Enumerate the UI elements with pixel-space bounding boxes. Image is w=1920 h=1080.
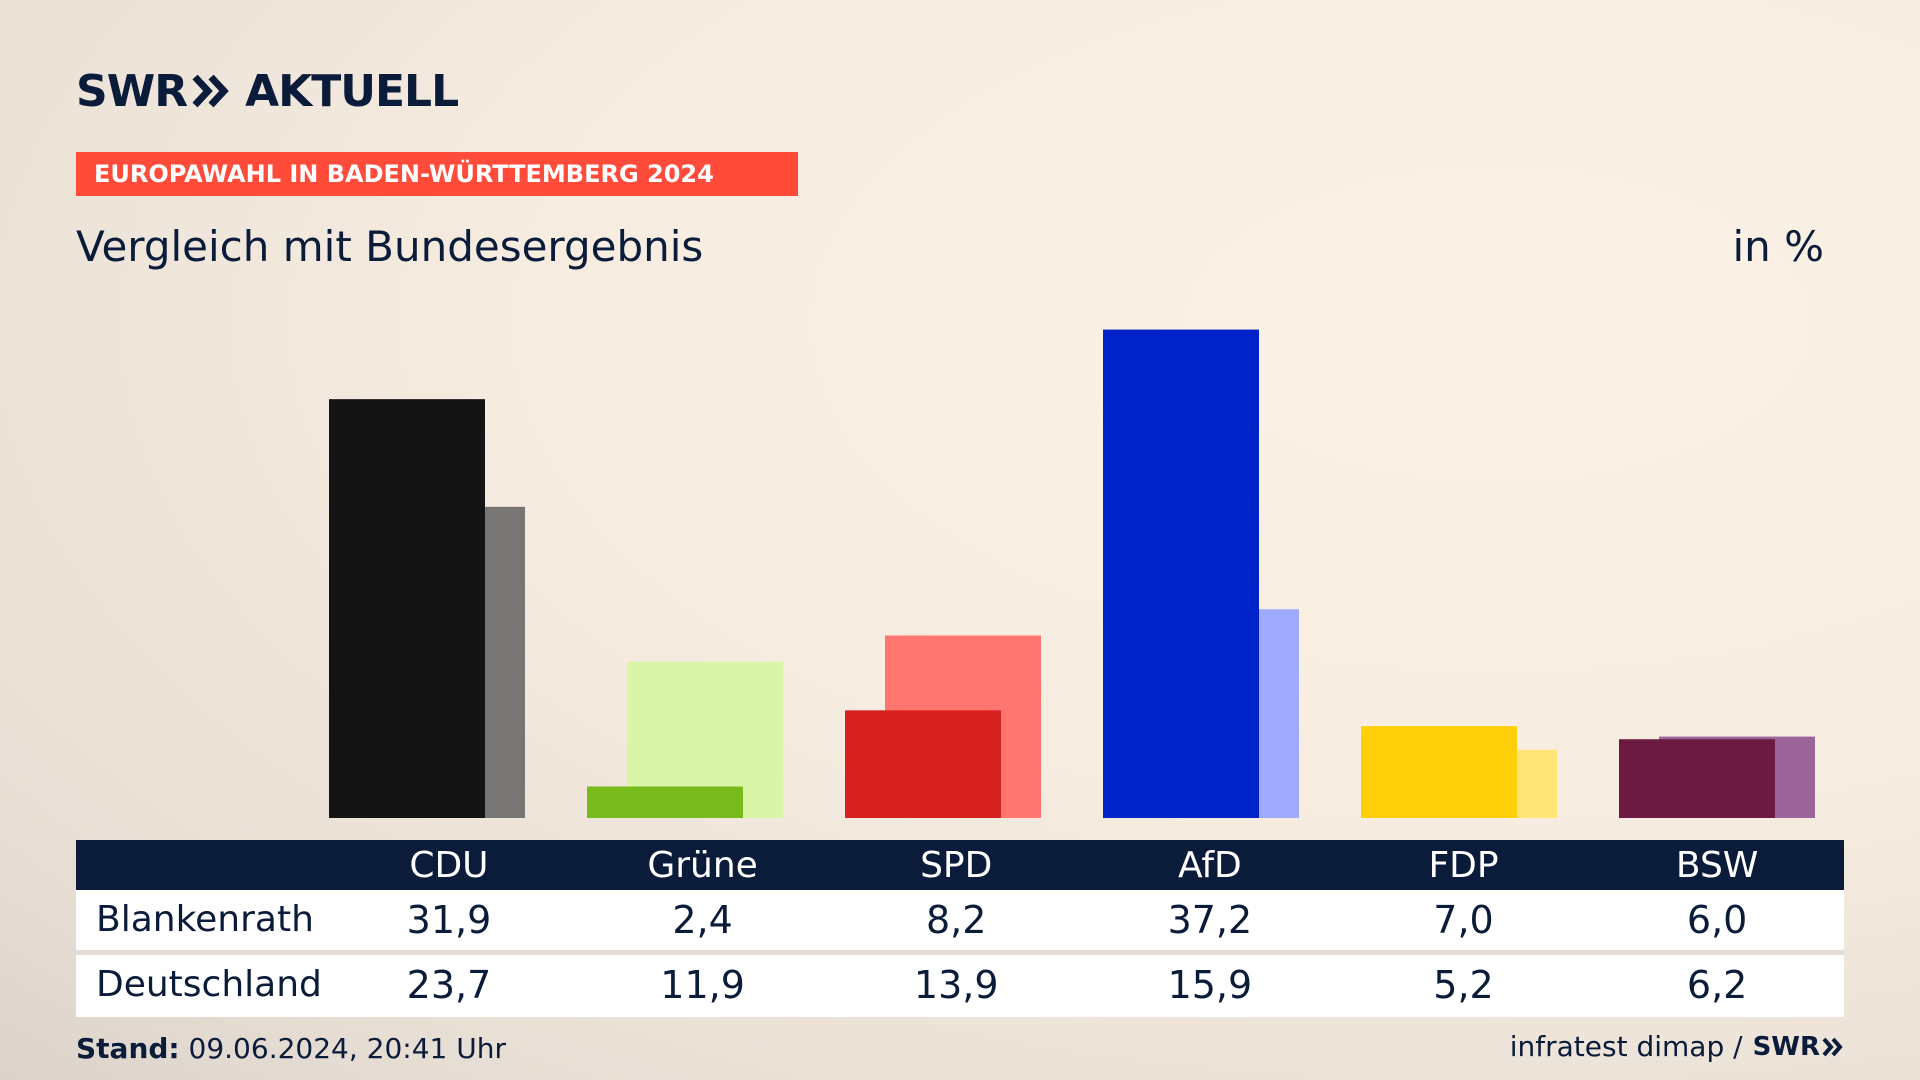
source-logo-text: SWR <box>1752 1031 1820 1062</box>
party-fdp: FDP <box>1428 845 1499 886</box>
party-gruene: Grüne <box>647 845 758 886</box>
bar-blankenrath-fdp <box>1361 726 1517 818</box>
row-label-deutschland: Deutschland <box>96 964 322 1005</box>
bar-blankenrath-spd <box>845 710 1001 818</box>
value-deutschland-afd: 15,9 <box>1167 963 1253 1007</box>
logo-swr-text: SWR <box>76 65 188 117</box>
source-logo: SWR <box>1753 1032 1844 1062</box>
table-row-deutschland: Deutschland 23,7 11,9 13,9 15,9 5,2 6,2 <box>76 955 1844 1017</box>
double-chevron-icon <box>1822 1037 1843 1056</box>
election-label: EUROPAWAHL IN BADEN-WÜRTTEMBERG 2024 <box>76 152 798 196</box>
party-spd: SPD <box>920 845 993 886</box>
value-deutschland-cdu: 23,7 <box>406 963 492 1007</box>
swr-aktuell-logo: SWR AKTUELL <box>76 65 459 117</box>
bar-blankenrath-cdu <box>329 399 485 818</box>
double-chevron-icon <box>192 74 229 108</box>
bar-chart <box>329 329 1815 818</box>
value-deutschland-fdp: 5,2 <box>1433 963 1494 1007</box>
chart-title: Vergleich mit Bundesergebnis <box>76 222 704 271</box>
value-deutschland-gruene: 11,9 <box>660 963 745 1007</box>
value-blankenrath-fdp: 7,0 <box>1433 898 1494 942</box>
value-blankenrath-afd: 37,2 <box>1167 898 1253 942</box>
row-label-blankenrath: Blankenrath <box>96 899 314 940</box>
table-header-blank <box>76 840 322 890</box>
party-bsw: BSW <box>1675 845 1759 886</box>
value-blankenrath-bsw: 6,0 <box>1686 898 1748 942</box>
table-row-blankenrath: Blankenrath 31,9 2,4 8,2 37,2 7,0 6,0 <box>76 890 1844 955</box>
value-deutschland-spd: 13,9 <box>913 963 999 1007</box>
value-blankenrath-spd: 8,2 <box>926 898 987 942</box>
party-afd: AfD <box>1177 845 1242 886</box>
value-deutschland-bsw: 6,2 <box>1686 963 1748 1007</box>
bar-blankenrath-gruene <box>587 786 743 818</box>
stand-value: 09.06.2024, 20:41 Uhr <box>188 1032 506 1065</box>
bar-blankenrath-afd <box>1103 329 1259 818</box>
table-header: CDU Grüne SPD AfD FDP BSW <box>76 840 1844 890</box>
source-credit: infratest dimap / SWR <box>1510 1030 1844 1063</box>
results-table: CDU Grüne SPD AfD FDP BSW Blankenrath 31… <box>76 840 1844 1017</box>
timestamp: Stand: 09.06.2024, 20:41 Uhr <box>76 1032 506 1065</box>
stand-label: Stand: <box>76 1032 180 1065</box>
party-cdu: CDU <box>409 845 489 886</box>
value-blankenrath-cdu: 31,9 <box>406 898 492 942</box>
bar-blankenrath-bsw <box>1619 739 1775 818</box>
value-blankenrath-gruene: 2,4 <box>672 898 733 942</box>
source-text: infratest dimap / <box>1509 1030 1743 1063</box>
logo-aktuell-text: AKTUELL <box>245 65 459 117</box>
unit-label: in % <box>1732 222 1824 271</box>
